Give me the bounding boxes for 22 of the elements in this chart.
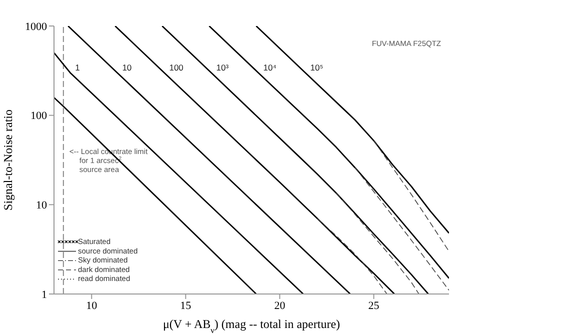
x-tick-label: 20 bbox=[274, 300, 286, 312]
series-label: 100 bbox=[169, 62, 184, 73]
line-series bbox=[373, 140, 449, 252]
line-series bbox=[256, 26, 449, 234]
x-axis-title: μ(V + AB$_{ν}$) (mag -- total in aperture) bbox=[162, 317, 340, 334]
y-tick-label: 1000 bbox=[25, 20, 48, 33]
y-tick-label: 1 bbox=[42, 288, 47, 301]
y-tick-label: 10 bbox=[36, 200, 48, 212]
line-series bbox=[336, 192, 420, 294]
x-tick-label: 10 bbox=[86, 300, 98, 312]
series-label: 1 bbox=[75, 62, 80, 73]
y-axis-title: Signal-to-Noise ratio bbox=[1, 110, 15, 210]
series-label: 10 bbox=[122, 62, 132, 73]
series-label: 10³ bbox=[216, 62, 229, 73]
line-series bbox=[354, 167, 449, 291]
series-label: 10⁴ bbox=[263, 62, 277, 73]
x-tick-label: 15 bbox=[180, 300, 192, 312]
x-tick-label: 25 bbox=[368, 300, 380, 312]
y-tick-label: 100 bbox=[30, 110, 48, 122]
line-series bbox=[316, 218, 388, 294]
line-series bbox=[208, 26, 449, 279]
series-label: 10⁵ bbox=[310, 62, 324, 73]
